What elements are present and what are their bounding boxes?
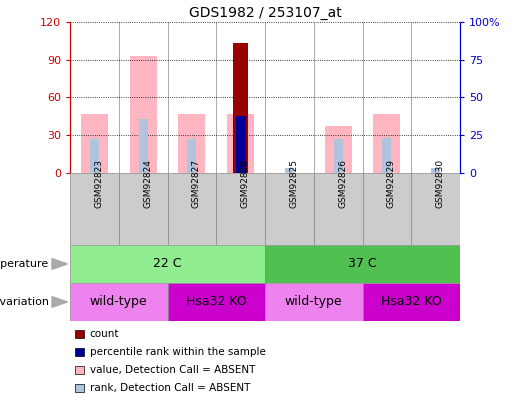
Bar [285, 168, 294, 173]
Text: genotype/variation: genotype/variation [0, 297, 49, 307]
Bar [75, 330, 84, 338]
Bar [227, 114, 254, 173]
Bar [216, 173, 265, 245]
Text: Hsa32 KO: Hsa32 KO [381, 296, 442, 309]
Bar [81, 114, 108, 173]
Bar [167, 173, 216, 245]
Bar [75, 384, 84, 392]
Bar [179, 114, 205, 173]
Text: count: count [90, 329, 119, 339]
Text: 22 C: 22 C [153, 258, 182, 271]
Text: GSM92825: GSM92825 [289, 159, 298, 208]
Polygon shape [52, 296, 67, 307]
Bar [233, 43, 248, 173]
Text: Hsa32 KO: Hsa32 KO [186, 296, 247, 309]
Bar [265, 173, 314, 245]
Bar [70, 245, 265, 283]
Bar [373, 114, 400, 173]
Text: GSM92826: GSM92826 [338, 159, 347, 208]
Bar [265, 245, 460, 283]
Bar [75, 348, 84, 356]
Bar [383, 138, 391, 173]
Text: rank, Detection Call = ABSENT: rank, Detection Call = ABSENT [90, 383, 250, 393]
Text: wild-type: wild-type [90, 296, 148, 309]
Bar [314, 173, 363, 245]
Title: GDS1982 / 253107_at: GDS1982 / 253107_at [188, 6, 341, 19]
Bar [236, 139, 245, 173]
Bar [431, 168, 440, 173]
Bar [363, 173, 411, 245]
Text: value, Detection Call = ABSENT: value, Detection Call = ABSENT [90, 365, 255, 375]
Bar [70, 283, 167, 321]
Bar [325, 126, 352, 173]
Bar [139, 119, 147, 173]
Text: GSM92824: GSM92824 [143, 159, 152, 208]
Text: GSM92827: GSM92827 [192, 159, 201, 208]
Text: percentile rank within the sample: percentile rank within the sample [90, 347, 265, 357]
Bar [130, 56, 157, 173]
Text: wild-type: wild-type [285, 296, 342, 309]
Text: temperature: temperature [0, 259, 49, 269]
Bar [363, 283, 460, 321]
Text: GSM92823: GSM92823 [94, 159, 104, 208]
Polygon shape [52, 259, 67, 269]
Bar [70, 173, 119, 245]
Text: GSM92829: GSM92829 [387, 159, 396, 208]
Bar [236, 116, 246, 173]
Bar [167, 283, 265, 321]
Text: GSM92830: GSM92830 [436, 159, 444, 208]
Text: 37 C: 37 C [348, 258, 377, 271]
Bar [75, 366, 84, 373]
Bar [90, 139, 99, 173]
Bar [334, 139, 342, 173]
Bar [119, 173, 167, 245]
Bar [187, 139, 196, 173]
Text: GSM92828: GSM92828 [241, 159, 250, 208]
Bar [411, 173, 460, 245]
Bar [265, 283, 363, 321]
